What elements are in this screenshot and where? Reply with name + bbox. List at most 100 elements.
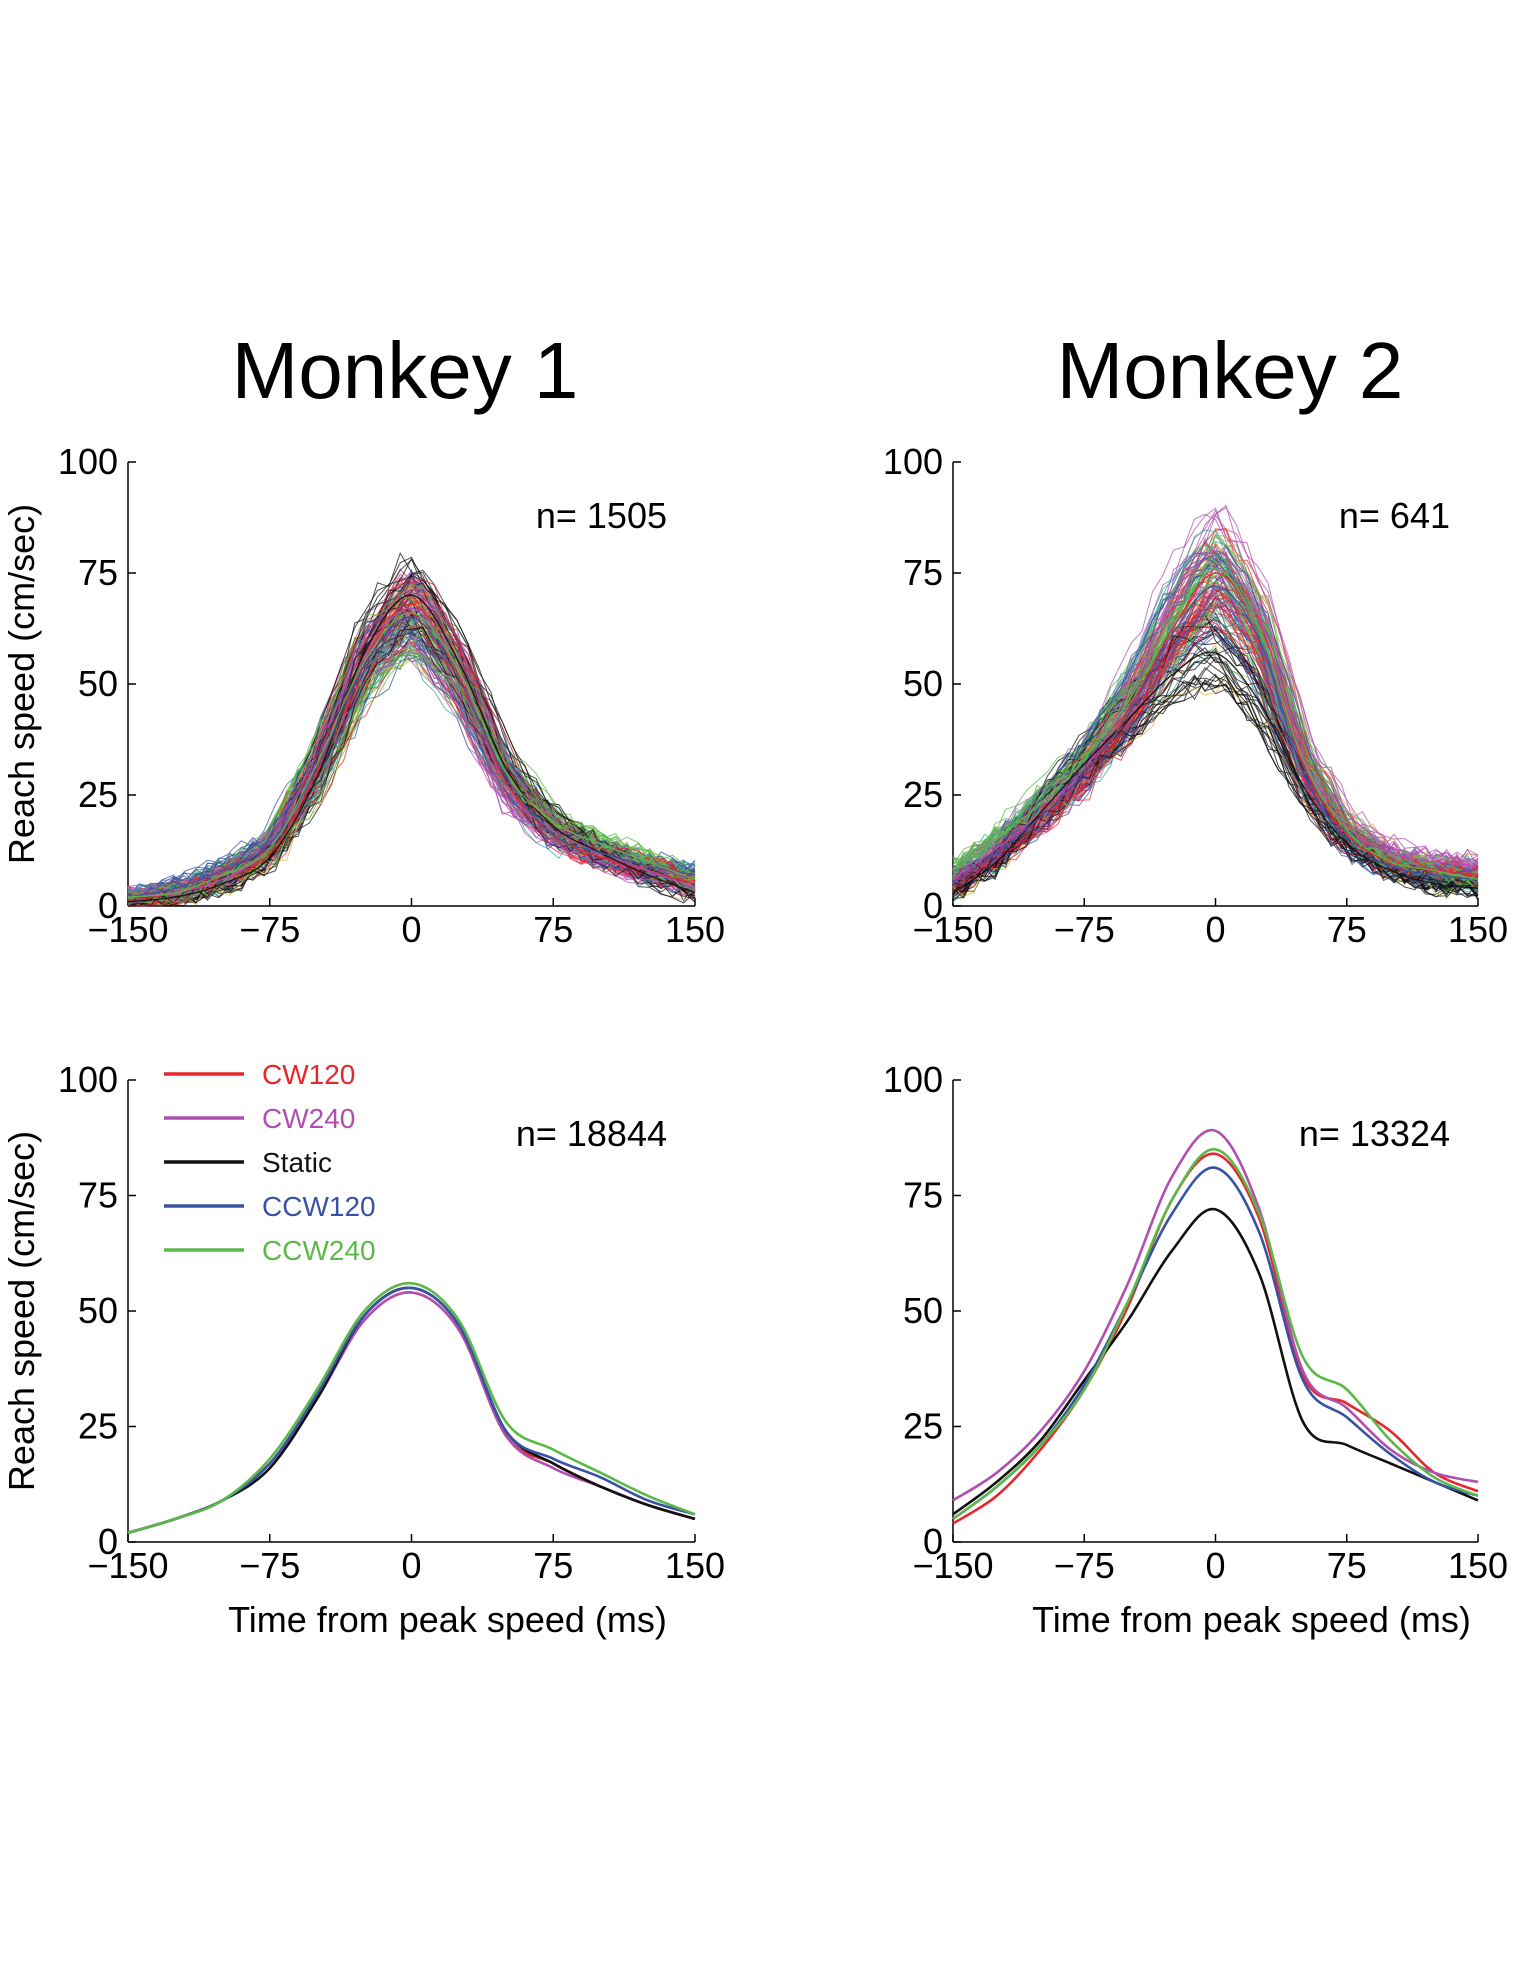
chart-panel-bottom-left: −150 −75 0 75 150 0 25 50 75 100 n= 18844 Reach spe… (1, 1059, 725, 1640)
chart-panel-top-left: −150 −75 0 75 150 0 25 50 75 100 n= 1505 Reach spee… (1, 441, 725, 950)
x-tick-label: 75 (533, 1545, 573, 1586)
trial-trace (127, 606, 696, 902)
panels: −150 −75 0 75 150 0 25 50 75 100 n= 1505 Reach spee… (1, 441, 1508, 1640)
trial-trace (127, 616, 696, 901)
y-tick-label: 0 (923, 1521, 943, 1562)
x-tick-label: 150 (1448, 1545, 1508, 1586)
y-tick-label: 100 (883, 1059, 943, 1100)
series-line-cw120 (952, 1152, 1479, 1525)
trial-trace (952, 560, 1479, 881)
y-tick-label: 100 (883, 441, 943, 482)
x-axis-label: Time from peak speed (ms) (1032, 1599, 1471, 1640)
y-tick-label: 50 (903, 663, 943, 704)
series-line-static (127, 594, 696, 903)
series-line-static (952, 1207, 1479, 1516)
series-line-static (127, 1286, 696, 1535)
series-line-cw240 (952, 1128, 1479, 1502)
series-line-cw240 (952, 550, 1479, 880)
series-line-ccw120 (127, 616, 696, 898)
x-tick-label: 0 (1205, 909, 1225, 950)
legend-label-cw240: CW240 (262, 1103, 355, 1134)
y-axis-label: Reach speed (cm/sec) (1, 504, 42, 864)
y-axis-label: Reach speed (cm/sec) (1, 1131, 42, 1491)
trial-trace (127, 624, 696, 907)
x-tick-label: 150 (665, 1545, 725, 1586)
x-tick-label: −75 (239, 1545, 300, 1586)
column-title-monkey-1: Monkey 1 (232, 326, 579, 415)
n-count-label: n= 1505 (536, 495, 667, 536)
x-tick-label: 75 (1327, 1545, 1367, 1586)
y-tick-label: 75 (903, 552, 943, 593)
y-tick-label: 75 (903, 1175, 943, 1216)
chart-panel-top-right: −150 −75 0 75 150 0 25 50 75 100 n= 641 (883, 441, 1508, 950)
x-tick-label: −150 (87, 1545, 168, 1586)
trial-trace (952, 624, 1479, 890)
x-tick-label: −75 (1054, 909, 1115, 950)
x-tick-label: 75 (533, 909, 573, 950)
legend: CW120 CW240 Static CCW120 CCW240 (164, 1059, 376, 1266)
x-tick-label: −75 (239, 909, 300, 950)
x-tick-label: 75 (1327, 909, 1367, 950)
trial-trace (952, 590, 1479, 892)
y-tick-label: 25 (903, 774, 943, 815)
y-tick-label: 0 (98, 885, 118, 926)
n-count-label: n= 641 (1339, 495, 1450, 536)
trial-trace (952, 587, 1479, 883)
trial-traces (952, 504, 1479, 904)
series-line-ccw240 (952, 567, 1479, 881)
n-count-label: n= 13324 (1299, 1113, 1450, 1154)
y-tick-label: 100 (58, 441, 118, 482)
series-line-ccw120 (127, 1286, 696, 1535)
x-tick-label: 0 (401, 909, 421, 950)
y-tick-label: 50 (903, 1290, 943, 1331)
y-tick-label: 100 (58, 1059, 118, 1100)
x-tick-label: −150 (912, 1545, 993, 1586)
y-tick-label: 0 (98, 1521, 118, 1562)
series-line-cw240 (127, 1291, 696, 1535)
trial-traces (127, 552, 696, 907)
series-line-ccw120 (952, 585, 1479, 885)
x-tick-label: 150 (665, 909, 725, 950)
y-tick-label: 75 (78, 1175, 118, 1216)
x-tick-label: −150 (912, 909, 993, 950)
trial-trace (127, 626, 696, 907)
x-tick-label: 0 (401, 1545, 421, 1586)
y-tick-label: 0 (923, 885, 943, 926)
legend-label-cw120: CW120 (262, 1059, 355, 1090)
chart-panel-bottom-right: −150 −75 0 75 150 0 25 50 75 100 n= 13324 Time from… (883, 1059, 1508, 1640)
legend-label-static: Static (262, 1147, 332, 1178)
legend-label-ccw240: CCW240 (262, 1235, 376, 1266)
trial-trace (952, 589, 1479, 890)
series-line-ccw240 (952, 1147, 1479, 1520)
legend-label-ccw120: CCW120 (262, 1191, 376, 1222)
column-title-monkey-2: Monkey 2 (1057, 326, 1404, 415)
trial-trace (952, 582, 1479, 889)
n-count-label: n= 18844 (516, 1113, 667, 1154)
trial-trace (952, 604, 1479, 888)
series-line-ccw240 (127, 612, 696, 898)
trial-trace (952, 586, 1479, 891)
trial-trace (952, 612, 1479, 887)
x-tick-label: −75 (1054, 1545, 1115, 1586)
y-tick-label: 25 (78, 774, 118, 815)
x-tick-label: −150 (87, 909, 168, 950)
y-tick-label: 50 (78, 1290, 118, 1331)
series-line-static (952, 651, 1479, 894)
x-tick-label: 0 (1205, 1545, 1225, 1586)
x-axis-label: Time from peak speed (ms) (228, 1599, 667, 1640)
trial-trace (952, 630, 1479, 891)
trial-trace (952, 574, 1479, 893)
trial-trace (952, 603, 1479, 889)
trial-trace (952, 506, 1479, 874)
trial-trace (127, 612, 696, 904)
y-tick-label: 25 (78, 1406, 118, 1447)
x-tick-label: 150 (1448, 909, 1508, 950)
y-tick-label: 50 (78, 663, 118, 704)
y-tick-label: 75 (78, 552, 118, 593)
trial-trace (127, 580, 696, 902)
trial-trace (952, 513, 1479, 871)
series-line-ccw240 (127, 1281, 696, 1535)
y-tick-label: 25 (903, 1406, 943, 1447)
trial-trace (952, 625, 1479, 891)
